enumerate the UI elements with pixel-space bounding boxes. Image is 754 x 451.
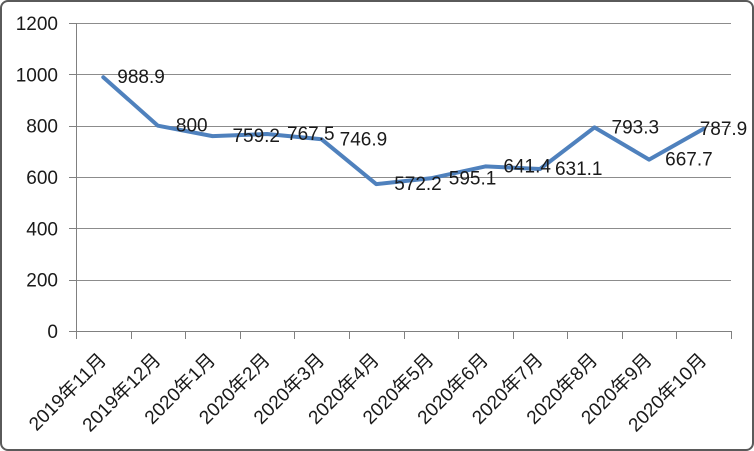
y-tick-label: 200: [26, 271, 58, 292]
data-label: 787.9: [700, 119, 748, 140]
y-tick-label: 800: [26, 117, 58, 138]
data-label: 746.9: [340, 129, 388, 150]
data-label: 667.7: [665, 150, 713, 171]
series-line: [101, 75, 706, 187]
data-label: 800: [176, 116, 208, 137]
data-label: 767.5: [287, 124, 335, 145]
data-label: 988.9: [117, 67, 165, 88]
data-label: 759.2: [232, 126, 280, 147]
y-tick-label: 1000: [16, 65, 58, 86]
y-tick-label: 400: [26, 219, 58, 240]
y-tick-label: 1200: [16, 14, 58, 35]
data-label: 631.1: [555, 159, 603, 180]
y-tick-label: 600: [26, 168, 58, 189]
data-label: 641.4: [503, 156, 551, 177]
data-label: 572.2: [394, 174, 442, 195]
y-tick-label: 0: [47, 322, 58, 343]
data-label: 793.3: [612, 117, 660, 138]
data-label: 595.1: [449, 168, 497, 189]
